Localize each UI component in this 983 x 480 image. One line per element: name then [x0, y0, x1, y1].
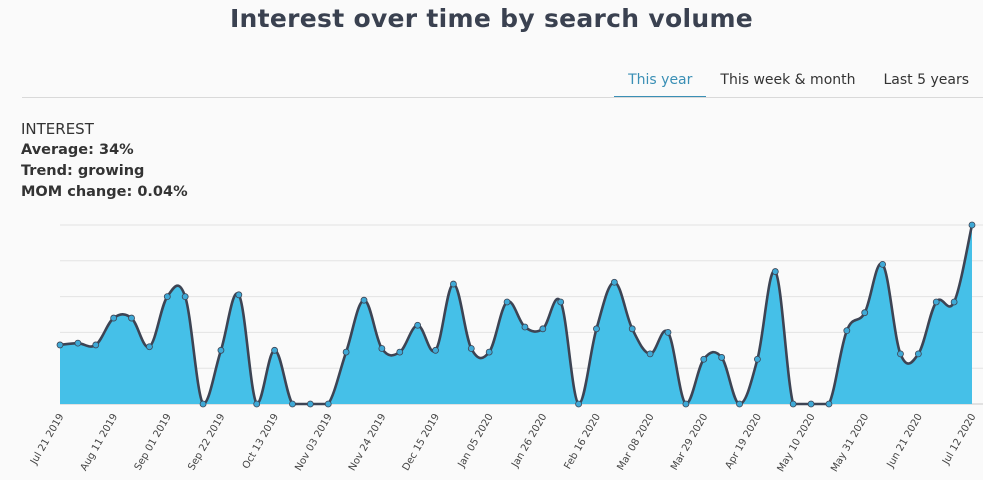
- data-point[interactable]: [485, 348, 493, 356]
- x-tick-label: Sep 22 2019: [186, 412, 227, 472]
- data-point[interactable]: [861, 309, 869, 317]
- x-tick-label: Nov 24 2019: [347, 412, 389, 473]
- tab-last-5-years[interactable]: Last 5 years: [883, 72, 970, 88]
- data-point[interactable]: [163, 293, 171, 300]
- x-tick-label: Jan 05 2020: [456, 412, 496, 470]
- data-point[interactable]: [324, 400, 332, 408]
- data-point[interactable]: [503, 298, 511, 306]
- data-point[interactable]: [450, 280, 457, 288]
- data-point[interactable]: [128, 314, 135, 322]
- x-tick-label: Jun 21 2020: [885, 412, 925, 470]
- x-tick-label: May 31 2020: [829, 412, 871, 474]
- data-point[interactable]: [414, 321, 422, 329]
- data-point[interactable]: [754, 355, 761, 363]
- data-point[interactable]: [92, 341, 100, 349]
- data-point[interactable]: [467, 345, 475, 352]
- data-point[interactable]: [968, 221, 976, 229]
- data-point[interactable]: [771, 268, 779, 275]
- data-point[interactable]: [342, 348, 350, 356]
- data-point[interactable]: [825, 400, 833, 408]
- data-point[interactable]: [914, 350, 922, 358]
- data-point[interactable]: [575, 400, 582, 408]
- x-tick-label: Mar 29 2020: [669, 412, 710, 472]
- x-tick-label: Mar 08 2020: [615, 412, 656, 472]
- data-point[interactable]: [843, 327, 851, 335]
- x-axis-tick-labels: Jul 21 2019 Aug 11 2019 Sep 01 2019 Sep 22 …: [28, 412, 978, 474]
- data-point[interactable]: [396, 348, 404, 356]
- data-point[interactable]: [378, 345, 386, 352]
- x-tick-label: Feb 16 2020: [562, 412, 603, 471]
- data-point[interactable]: [235, 291, 243, 299]
- data-point[interactable]: [539, 325, 547, 333]
- x-tick-label: May 10 2020: [776, 412, 818, 474]
- data-point[interactable]: [217, 346, 225, 354]
- x-tick-label: Dec 15 2019: [401, 412, 442, 473]
- x-tick-label: Jul 12 2020: [940, 412, 978, 467]
- x-tick-label: Jan 26 2020: [509, 412, 549, 470]
- data-point[interactable]: [146, 343, 153, 351]
- data-point[interactable]: [271, 346, 278, 354]
- data-point[interactable]: [181, 293, 189, 300]
- data-point[interactable]: [253, 400, 261, 408]
- x-tick-label: Jul 21 2019: [28, 412, 66, 467]
- data-point[interactable]: [199, 400, 207, 408]
- data-point[interactable]: [700, 355, 708, 363]
- tab-this-year[interactable]: This year: [614, 66, 707, 98]
- x-tick-label: Aug 11 2019: [79, 412, 121, 473]
- interest-area-chart: Jul 21 2019 Aug 11 2019 Sep 01 2019 Sep 22 …: [28, 221, 983, 474]
- data-point[interactable]: [56, 341, 64, 349]
- stats-trend: Trend: growing: [21, 163, 145, 179]
- data-point[interactable]: [610, 278, 618, 286]
- data-point[interactable]: [682, 400, 690, 408]
- data-point[interactable]: [646, 350, 654, 358]
- interest-area-fill: [60, 225, 972, 404]
- data-point[interactable]: [897, 350, 904, 358]
- data-point[interactable]: [593, 325, 600, 333]
- tab-this-week-month[interactable]: This week & month: [720, 72, 856, 88]
- stats-heading: INTEREST: [21, 120, 94, 138]
- data-point[interactable]: [789, 400, 797, 408]
- data-point[interactable]: [807, 400, 815, 408]
- data-point[interactable]: [879, 260, 886, 268]
- data-point[interactable]: [932, 298, 940, 306]
- x-tick-label: Nov 03 2019: [293, 412, 335, 473]
- stats-average: Average: 34%: [21, 142, 134, 158]
- data-point[interactable]: [664, 328, 672, 336]
- data-point[interactable]: [521, 323, 529, 331]
- data-point[interactable]: [718, 354, 726, 361]
- tabs-divider: [22, 97, 983, 98]
- data-point[interactable]: [74, 339, 82, 347]
- time-range-tabs: This year This week & month Last 5 years: [614, 66, 983, 98]
- stats-mom-change: MOM change: 0.04%: [21, 184, 188, 200]
- data-point[interactable]: [736, 400, 743, 408]
- data-point[interactable]: [289, 400, 296, 408]
- chart-title: Interest over time by search volume: [229, 4, 754, 33]
- data-point[interactable]: [110, 314, 118, 322]
- data-points: [56, 221, 976, 408]
- data-point[interactable]: [557, 298, 565, 306]
- x-tick-label: Apr 19 2020: [724, 412, 764, 471]
- x-tick-label: Sep 01 2019: [133, 412, 174, 472]
- data-point[interactable]: [306, 400, 314, 408]
- data-point[interactable]: [950, 298, 958, 306]
- data-point[interactable]: [628, 325, 636, 333]
- data-point[interactable]: [360, 296, 368, 304]
- x-tick-label: Oct 13 2019: [241, 412, 281, 471]
- interest-stats: INTEREST Average: 34% Trend: growing MOM…: [21, 119, 188, 203]
- data-point[interactable]: [432, 346, 439, 354]
